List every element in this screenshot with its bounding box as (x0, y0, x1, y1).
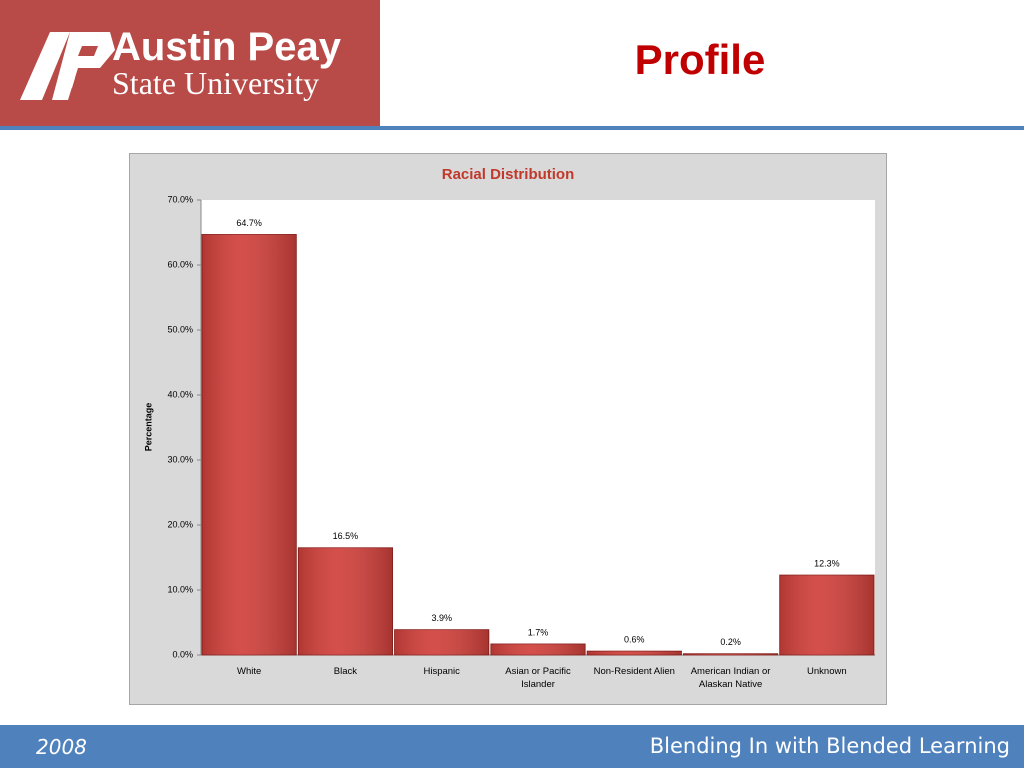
y-tick-label: 0.0% (172, 649, 193, 659)
value-label: 12.3% (814, 558, 840, 568)
value-label: 0.6% (624, 634, 645, 644)
bar (682, 653, 779, 656)
logo-line1: Austin Peay (112, 25, 341, 69)
y-tick-label: 50.0% (167, 324, 193, 334)
footer-bar (0, 725, 1024, 768)
y-tick-label: 10.0% (167, 584, 193, 594)
x-tick-label: White (236, 666, 262, 677)
logo-mark (20, 32, 115, 100)
footer-tagline: Blending In with Blended Learning (649, 734, 1010, 758)
value-label: 64.7% (236, 218, 262, 228)
bar (297, 547, 394, 656)
y-tick-label: 30.0% (167, 454, 193, 464)
value-label: 3.9% (431, 613, 452, 623)
bar (586, 650, 682, 656)
x-tick-label: Asian or Pacific Islander (505, 666, 571, 690)
x-tick-label: Non-Resident Alien (593, 666, 675, 677)
slide-title: Profile (634, 36, 766, 83)
bar (394, 629, 490, 656)
bar (201, 234, 297, 656)
chart: Racial Distribution Percentage 0.0% 10.0%… (129, 153, 887, 705)
value-label: 0.2% (720, 637, 741, 647)
y-tick-label: 20.0% (167, 519, 193, 529)
logo-line2: State University (112, 65, 320, 101)
logo-box: Austin Peay State University (0, 0, 380, 127)
x-tick-label: Unknown (807, 666, 847, 677)
x-tick-label: Hispanic (423, 666, 460, 677)
y-tick-label: 60.0% (167, 259, 193, 269)
footer-year: 2008 (36, 735, 87, 759)
x-tick-label: Black (333, 666, 358, 677)
chart-title: Racial Distribution (442, 166, 575, 183)
value-label: 1.7% (528, 627, 549, 637)
y-axis-label: Percentage (143, 403, 153, 452)
y-tick-label: 40.0% (167, 389, 193, 399)
y-tick-label: 70.0% (167, 194, 193, 204)
x-tick-label: American Indian or Alaskan Native (690, 666, 771, 690)
header-rule (0, 126, 1024, 130)
bar (779, 574, 875, 656)
value-label: 16.5% (333, 531, 359, 541)
bar (490, 643, 586, 656)
